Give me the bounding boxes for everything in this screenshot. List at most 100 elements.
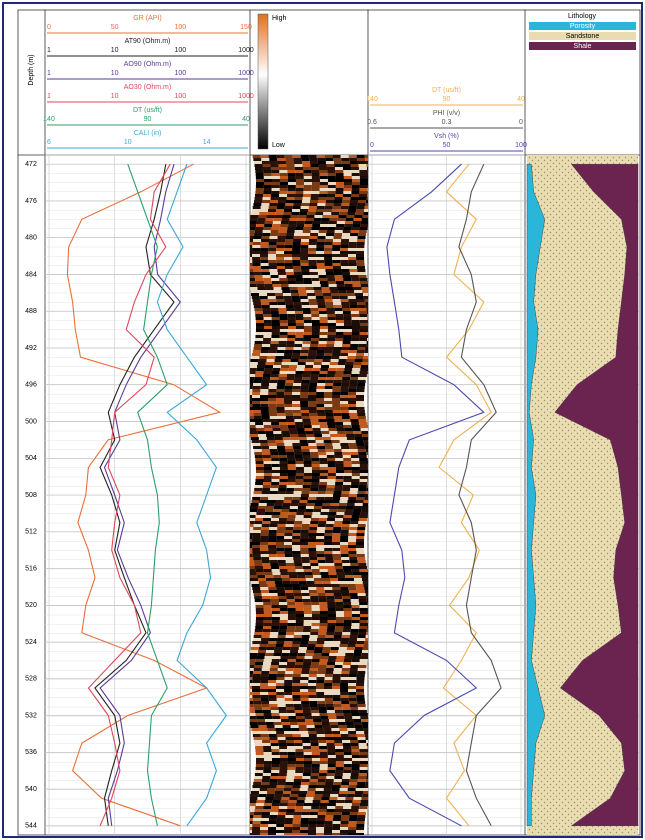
image-pixel [304,182,312,185]
image-pixel [294,344,302,347]
image-pixel [271,227,279,230]
image-pixel [272,425,280,428]
image-pixel [320,752,328,755]
image-pixel [272,320,280,323]
image-pixel [250,434,258,437]
image-pixel [305,656,313,659]
image-pixel [320,659,328,662]
image-pixel [284,680,292,683]
image-pixel [312,716,320,719]
image-pixel [309,821,317,824]
image-pixel [263,599,271,602]
image-pixel [320,173,328,176]
image-pixel [285,269,293,272]
image-pixel [278,779,286,782]
image-pixel [318,635,326,638]
image-pixel [319,518,327,521]
image-pixel [296,464,304,467]
scale-label: 150 [240,24,252,31]
image-pixel [348,644,356,647]
image-pixel [262,161,270,164]
image-pixel [326,665,334,668]
image-pixel [274,794,282,797]
image-pixel [270,233,278,236]
image-pixel [317,413,325,416]
image-pixel [264,608,272,611]
image-pixel [262,779,270,782]
image-pixel [300,257,308,260]
scale-label: 140 [43,116,55,123]
image-pixel [260,440,268,443]
image-pixel [254,707,262,710]
image-pixel [304,179,312,182]
image-pixel [265,221,273,224]
image-pixel [280,659,288,662]
image-pixel [358,560,366,563]
image-pixel [355,356,363,359]
image-pixel [358,563,366,566]
image-pixel [253,350,261,353]
image-pixel [327,194,335,197]
image-pixel [260,389,268,392]
image-pixel [308,785,316,788]
image-pixel [311,311,319,314]
image-pixel [343,746,351,749]
image-pixel [289,653,297,656]
image-pixel [286,344,294,347]
image-pixel [284,731,292,734]
image-pixel [343,314,351,317]
image-pixel [354,578,362,581]
image-pixel [313,221,321,224]
image-pixel [344,755,352,758]
image-pixel [344,326,352,329]
image-pixel [251,581,259,584]
image-pixel [304,176,312,179]
image-pixel [252,683,260,686]
image-pixel [328,473,336,476]
scale-label: 0.3 [442,119,452,126]
image-pixel [333,410,341,413]
image-pixel [268,245,276,248]
image-pixel [296,476,304,479]
image-pixel [308,398,316,401]
image-pixel [256,320,264,323]
image-pixel [294,812,302,815]
image-pixel [291,356,299,359]
image-pixel [343,809,351,812]
image-pixel [308,260,316,263]
image-pixel [302,377,310,380]
image-pixel [308,548,316,551]
image-pixel [271,455,279,458]
image-pixel [260,584,268,587]
image-pixel [250,650,258,653]
image-pixel [270,665,278,668]
image-pixel [264,224,272,227]
image-pixel [287,275,295,278]
image-pixel [278,665,286,668]
image-pixel [301,527,309,530]
image-pixel [332,539,340,542]
image-pixel [308,827,316,830]
image-pixel [276,788,284,791]
image-pixel [277,347,285,350]
image-pixel [336,620,344,623]
image-pixel [318,161,326,164]
image-pixel [296,803,304,806]
image-pixel [333,203,341,206]
image-pixel [349,203,357,206]
image-pixel [270,593,278,596]
image-pixel [264,185,272,188]
image-pixel [271,422,279,425]
image-pixel [366,452,374,455]
image-pixel [319,749,327,752]
image-pixel [285,815,293,818]
image-pixel [280,179,288,182]
image-pixel [277,674,285,677]
image-pixel [308,833,316,836]
image-pixel [341,413,349,416]
image-pixel [310,704,318,707]
image-pixel [284,536,292,539]
image-pixel [291,581,299,584]
image-pixel [279,455,287,458]
image-pixel [281,221,289,224]
